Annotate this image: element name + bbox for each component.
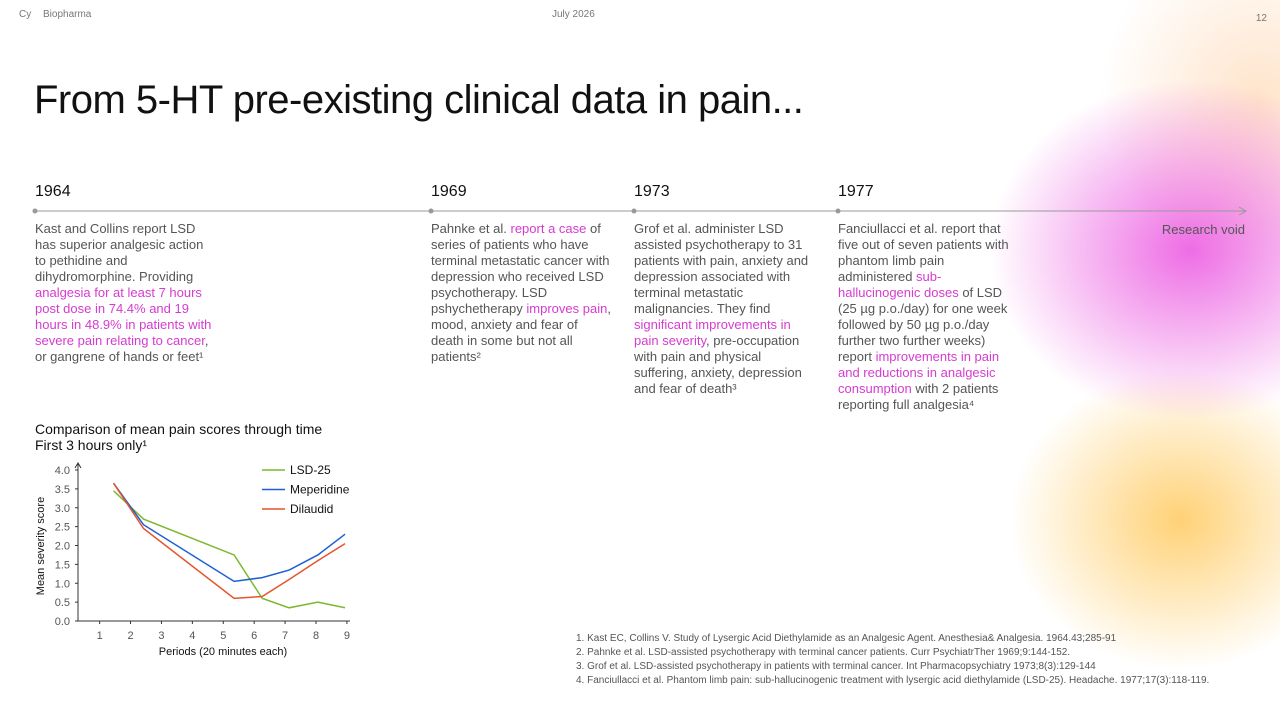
x-tick-label: 3 <box>158 630 164 642</box>
timeline-dot <box>32 208 38 214</box>
reference: 1. Kast EC, Collins V. Study of Lysergic… <box>576 633 1117 644</box>
body-text: Fanciullacci et al. report that five out… <box>838 221 1009 284</box>
legend-label: Dilaudid <box>290 502 333 516</box>
date: July 2026 <box>552 9 595 20</box>
reference: 3. Grof et al. LSD-assisted psychotherap… <box>576 661 1096 672</box>
body-text: Grof et al. administer LSD assisted psyc… <box>634 221 809 316</box>
y-tick-label: 0.5 <box>55 597 70 609</box>
series-line <box>112 482 346 583</box>
y-tick-label: 0.0 <box>55 616 70 628</box>
timeline-axis <box>32 206 1248 216</box>
body-text: , or gangrene of hands or feet¹ <box>35 333 209 364</box>
y-tick-label: 4.0 <box>55 465 70 477</box>
x-tick-label: 8 <box>313 630 319 642</box>
timeline-text: Grof et al. administer LSD assisted psyc… <box>634 221 816 397</box>
x-axis-label: Periods (20 minutes each) <box>159 646 287 658</box>
body-text: , pre-occupation with pain and physical … <box>634 333 802 396</box>
x-tick-label: 2 <box>127 630 133 642</box>
legend-label: Meperidine <box>290 483 350 497</box>
body-text: of series of patients who have terminal … <box>431 221 610 316</box>
legend-label: LSD-25 <box>290 463 331 477</box>
y-tick-label: 1.5 <box>55 559 70 571</box>
timeline-text: Pahnke et al. report a case of series of… <box>431 221 613 365</box>
references: 1. Kast EC, Collins V. Study of Lysergic… <box>576 632 1209 688</box>
timeline-year: 1977 <box>838 183 874 200</box>
slide-title: From 5-HT pre-existing clinical data in … <box>34 78 804 122</box>
body-text: with 2 patients reporting full analgesia… <box>838 381 999 412</box>
body-text: Pahnke et al. <box>431 221 511 236</box>
highlight-text: improves pain <box>526 301 608 316</box>
body-text: of LSD (25 µg p.o./day) for one week fol… <box>838 285 1008 364</box>
y-tick-label: 1.0 <box>55 578 70 590</box>
timeline-year: 1969 <box>431 183 467 200</box>
reference: 4. Fanciullacci et al. Phantom limb pain… <box>576 675 1210 686</box>
timeline-text: Fanciullacci et al. report that five out… <box>838 221 1020 413</box>
series-line <box>112 482 346 600</box>
timeline-dot <box>428 208 434 214</box>
timeline-arrow <box>1238 206 1248 216</box>
body-text: Kast and Collins report LSD has superior… <box>35 221 204 284</box>
y-tick-label: 2.0 <box>55 541 70 553</box>
logo: Cy <box>19 9 32 20</box>
y-tick-label: 3.0 <box>55 503 70 515</box>
x-tick-label: 1 <box>97 630 103 642</box>
page-number: 12 <box>1255 13 1267 24</box>
timeline-dot <box>631 208 637 214</box>
chart-title: Comparison of mean pain scores through t… <box>35 421 322 437</box>
highlight-text: significant improvements in pain severit… <box>634 317 791 348</box>
x-tick-label: 6 <box>251 630 257 642</box>
x-tick-label: 5 <box>220 630 226 642</box>
chart: Comparison of mean pain scores through t… <box>35 421 350 658</box>
timeline-end: Research void <box>1161 222 1245 237</box>
highlight-text: report a case <box>510 221 587 236</box>
timeline-text: Kast and Collins report LSD has superior… <box>35 221 217 365</box>
timeline-year: 1964 <box>35 183 71 200</box>
body-text: , mood, anxiety and fear of death in som… <box>431 301 611 364</box>
company: Biopharma <box>43 9 92 20</box>
x-tick-label: 9 <box>344 630 350 642</box>
timeline-year: 1973 <box>634 183 670 200</box>
y-tick-label: 3.5 <box>55 484 70 496</box>
x-tick-label: 7 <box>282 630 288 642</box>
reference: 2. Pahnke et al. LSD-assisted psychother… <box>576 647 1071 658</box>
y-tick-label: 2.5 <box>55 522 70 534</box>
y-axis-arrow <box>74 462 82 469</box>
highlight-text: improvements in pain and reductions in a… <box>838 349 1000 396</box>
highlight-text: sub-hallucinogenic doses <box>838 269 959 300</box>
chart-subtitle: First 3 hours only¹ <box>35 437 147 453</box>
series-line <box>113 490 346 609</box>
x-tick-label: 4 <box>189 630 195 642</box>
y-axis-label: Mean severity score <box>35 497 47 595</box>
highlight-text: analgesia for at least 7 hours post dose… <box>35 285 212 348</box>
timeline-dot <box>835 208 841 214</box>
